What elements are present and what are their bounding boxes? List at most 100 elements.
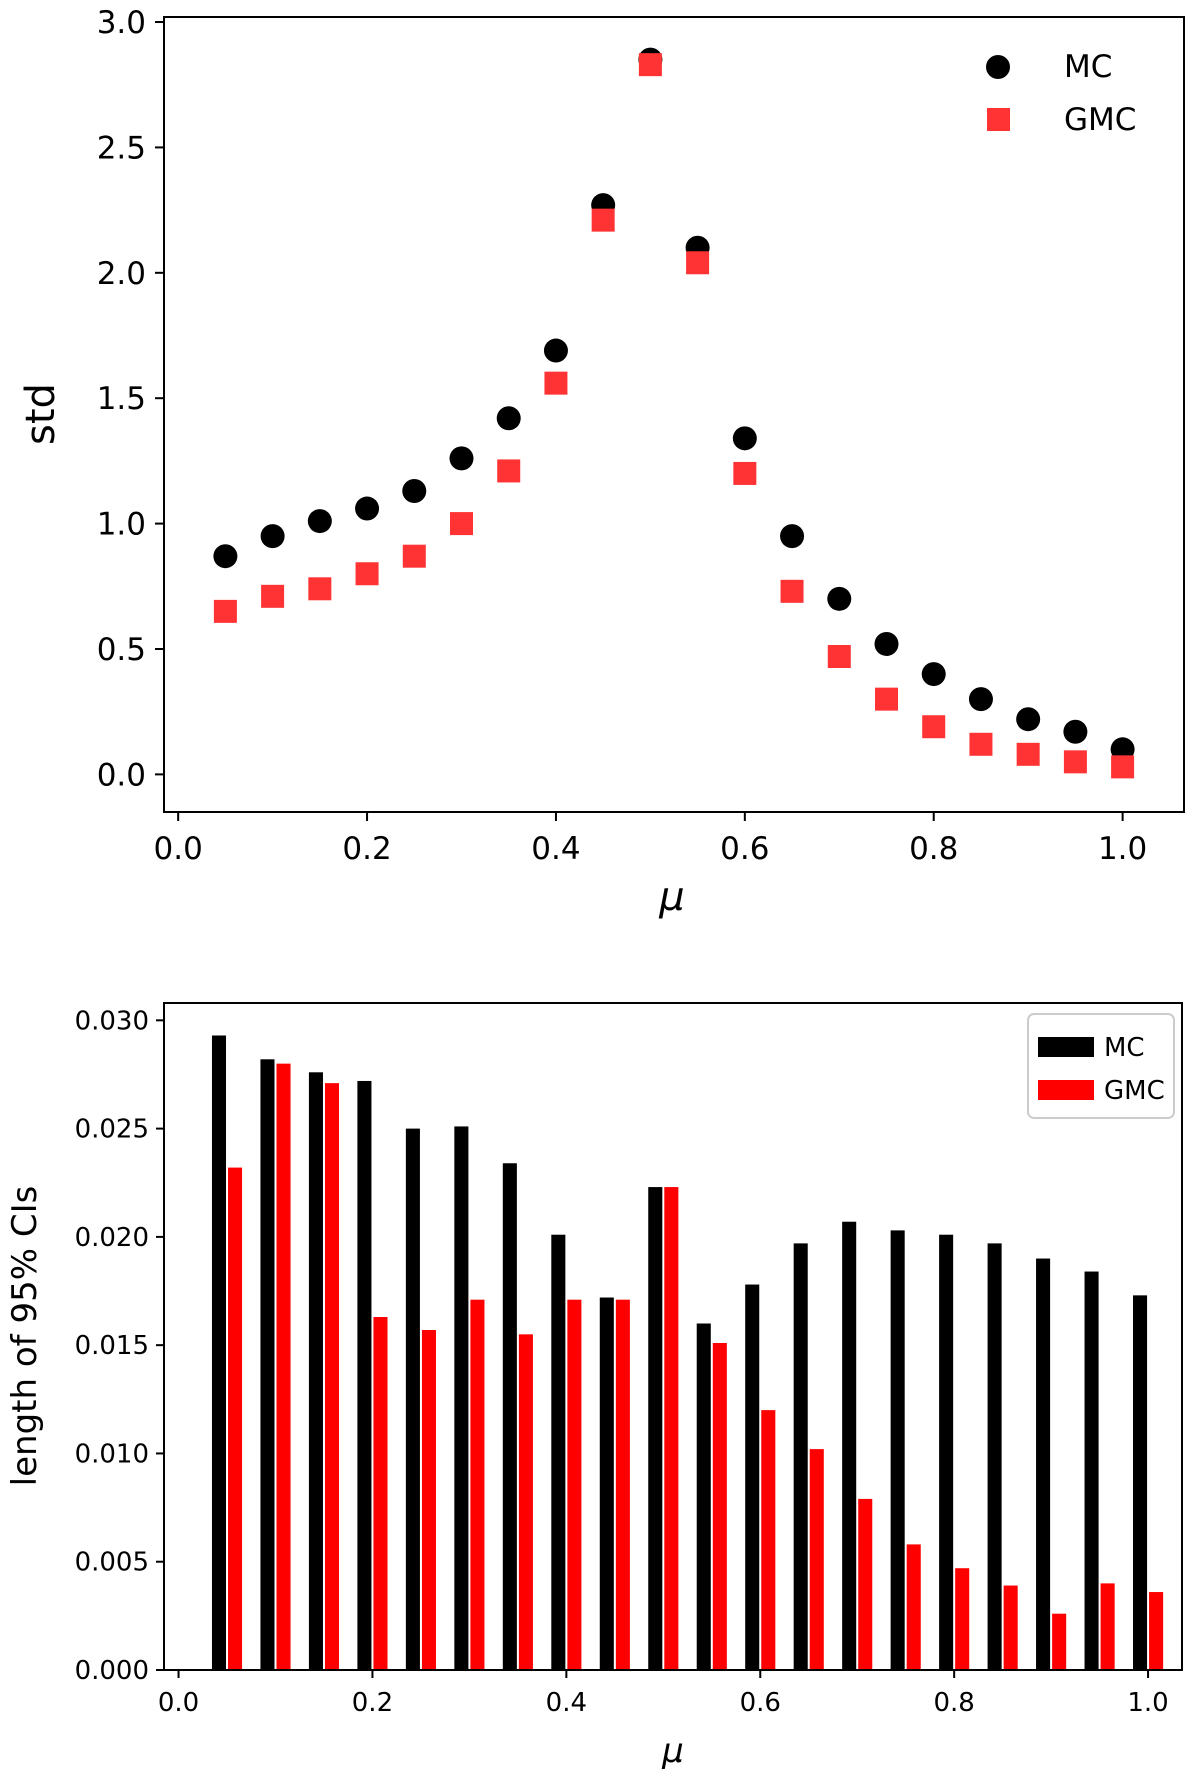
gmc-point [638,53,662,77]
x-tick-label: 0.6 [740,1688,781,1718]
gmc-bar [906,1544,921,1670]
std-scatter-panel: 0.0 0.5 1.0 1.5 2.0 2.5 3.0 0.0 0.2 0.4 0.6 0.8 1.0… [18,5,1185,920]
std-y-axis-label: std [18,383,64,445]
legend-gmc-marker [987,108,1010,131]
gmc-bar [712,1342,727,1670]
mc-point [780,524,805,549]
y-tick-label: 1.0 [97,507,146,543]
std-points [213,47,1135,779]
mc-point [260,524,285,549]
y-tick-label: 0.015 [75,1331,149,1361]
mc-point [543,338,568,363]
x-tick-label: 0.4 [531,831,580,867]
gmc-bar [858,1498,873,1670]
gmc-point [261,584,285,608]
x-tick-label: 0.8 [933,1688,974,1718]
mc-point [827,586,852,611]
gmc-bar [955,1568,970,1670]
mc-bar [502,1163,517,1670]
x-tick-label: 0.2 [342,831,391,867]
gmc-point [308,577,332,601]
mc-bar [454,1126,469,1670]
gmc-point [875,687,898,711]
x-tick-label: 1.0 [1098,831,1147,867]
mc-point [1016,707,1041,732]
gmc-bar [228,1167,243,1670]
gmc-bar [1052,1613,1067,1670]
gmc-bar [373,1317,388,1670]
y-tick-label: 2.0 [97,256,146,292]
mc-bar [357,1080,372,1670]
legend-mc-label: MC [1104,1033,1145,1063]
legend-gmc-label: GMC [1104,1076,1165,1106]
gmc-point [827,645,851,669]
gmc-point [922,715,946,739]
gmc-bar [664,1187,679,1670]
mc-bar [308,1072,323,1670]
legend-mc-swatch [1038,1037,1094,1057]
y-tick-label: 0.030 [75,1006,149,1036]
gmc-point [497,459,521,483]
mc-point [732,426,757,451]
mc-bar [939,1234,954,1670]
y-tick-label: 2.5 [97,130,146,166]
gmc-bar [615,1299,630,1670]
mc-bar [987,1243,1002,1670]
mc-bar [696,1323,711,1670]
mc-bar [793,1243,808,1670]
ci-plot-frame [163,1002,1183,1671]
gmc-point [591,208,615,232]
gmc-bar [761,1410,776,1670]
y-tick-label: 0.000 [75,1656,149,1686]
gmc-point [1063,750,1087,774]
std-legend: MC GMC [986,49,1136,138]
mc-point [402,478,427,503]
y-tick-label: 0.025 [75,1115,149,1145]
mc-point [449,446,474,471]
mc-point [874,631,899,656]
mc-bar [1036,1258,1051,1670]
mc-point [213,544,238,569]
gmc-point [780,579,804,603]
legend-mc-marker [986,55,1010,79]
gmc-point [733,461,757,485]
x-tick-label: 1.0 [1127,1688,1168,1718]
x-tick-label: 0.2 [352,1688,393,1718]
mc-point [355,496,380,521]
gmc-point [355,562,379,586]
mc-bar [745,1284,760,1670]
std-y-ticks: 0.0 0.5 1.0 1.5 2.0 2.5 3.0 [97,5,164,793]
ci-y-ticks: 0.000 0.005 0.010 0.015 0.020 0.025 0.030 [75,1006,164,1686]
mc-bar [1133,1295,1148,1670]
mc-bar [890,1230,905,1670]
x-tick-label: 0.0 [158,1688,199,1718]
mc-bar [260,1059,275,1670]
legend-gmc-label: GMC [1064,102,1136,138]
y-tick-label: 0.0 [97,757,146,793]
gmc-point [1111,755,1135,779]
y-tick-label: 0.010 [75,1439,149,1469]
gmc-bar [567,1299,582,1670]
mc-bar [842,1221,857,1670]
mc-point [1063,719,1088,744]
mc-bar [405,1128,420,1670]
y-tick-label: 0.005 [75,1548,149,1578]
gmc-point [402,544,426,568]
gmc-bar [421,1330,436,1670]
mc-point [968,687,993,712]
gmc-bar [518,1334,533,1670]
gmc-bar [1100,1583,1115,1670]
mc-bar [211,1035,227,1670]
ci-legend: MC GMC [1027,1013,1175,1119]
mc-point [921,662,946,687]
std-plot-frame [163,16,1185,813]
x-tick-label: 0.4 [546,1688,587,1718]
ci-x-axis-label: μ [661,1731,684,1771]
mc-point [307,509,332,534]
gmc-bar [1149,1592,1164,1670]
x-tick-label: 0.0 [154,831,203,867]
gmc-point [969,732,993,756]
gmc-point [544,371,568,395]
